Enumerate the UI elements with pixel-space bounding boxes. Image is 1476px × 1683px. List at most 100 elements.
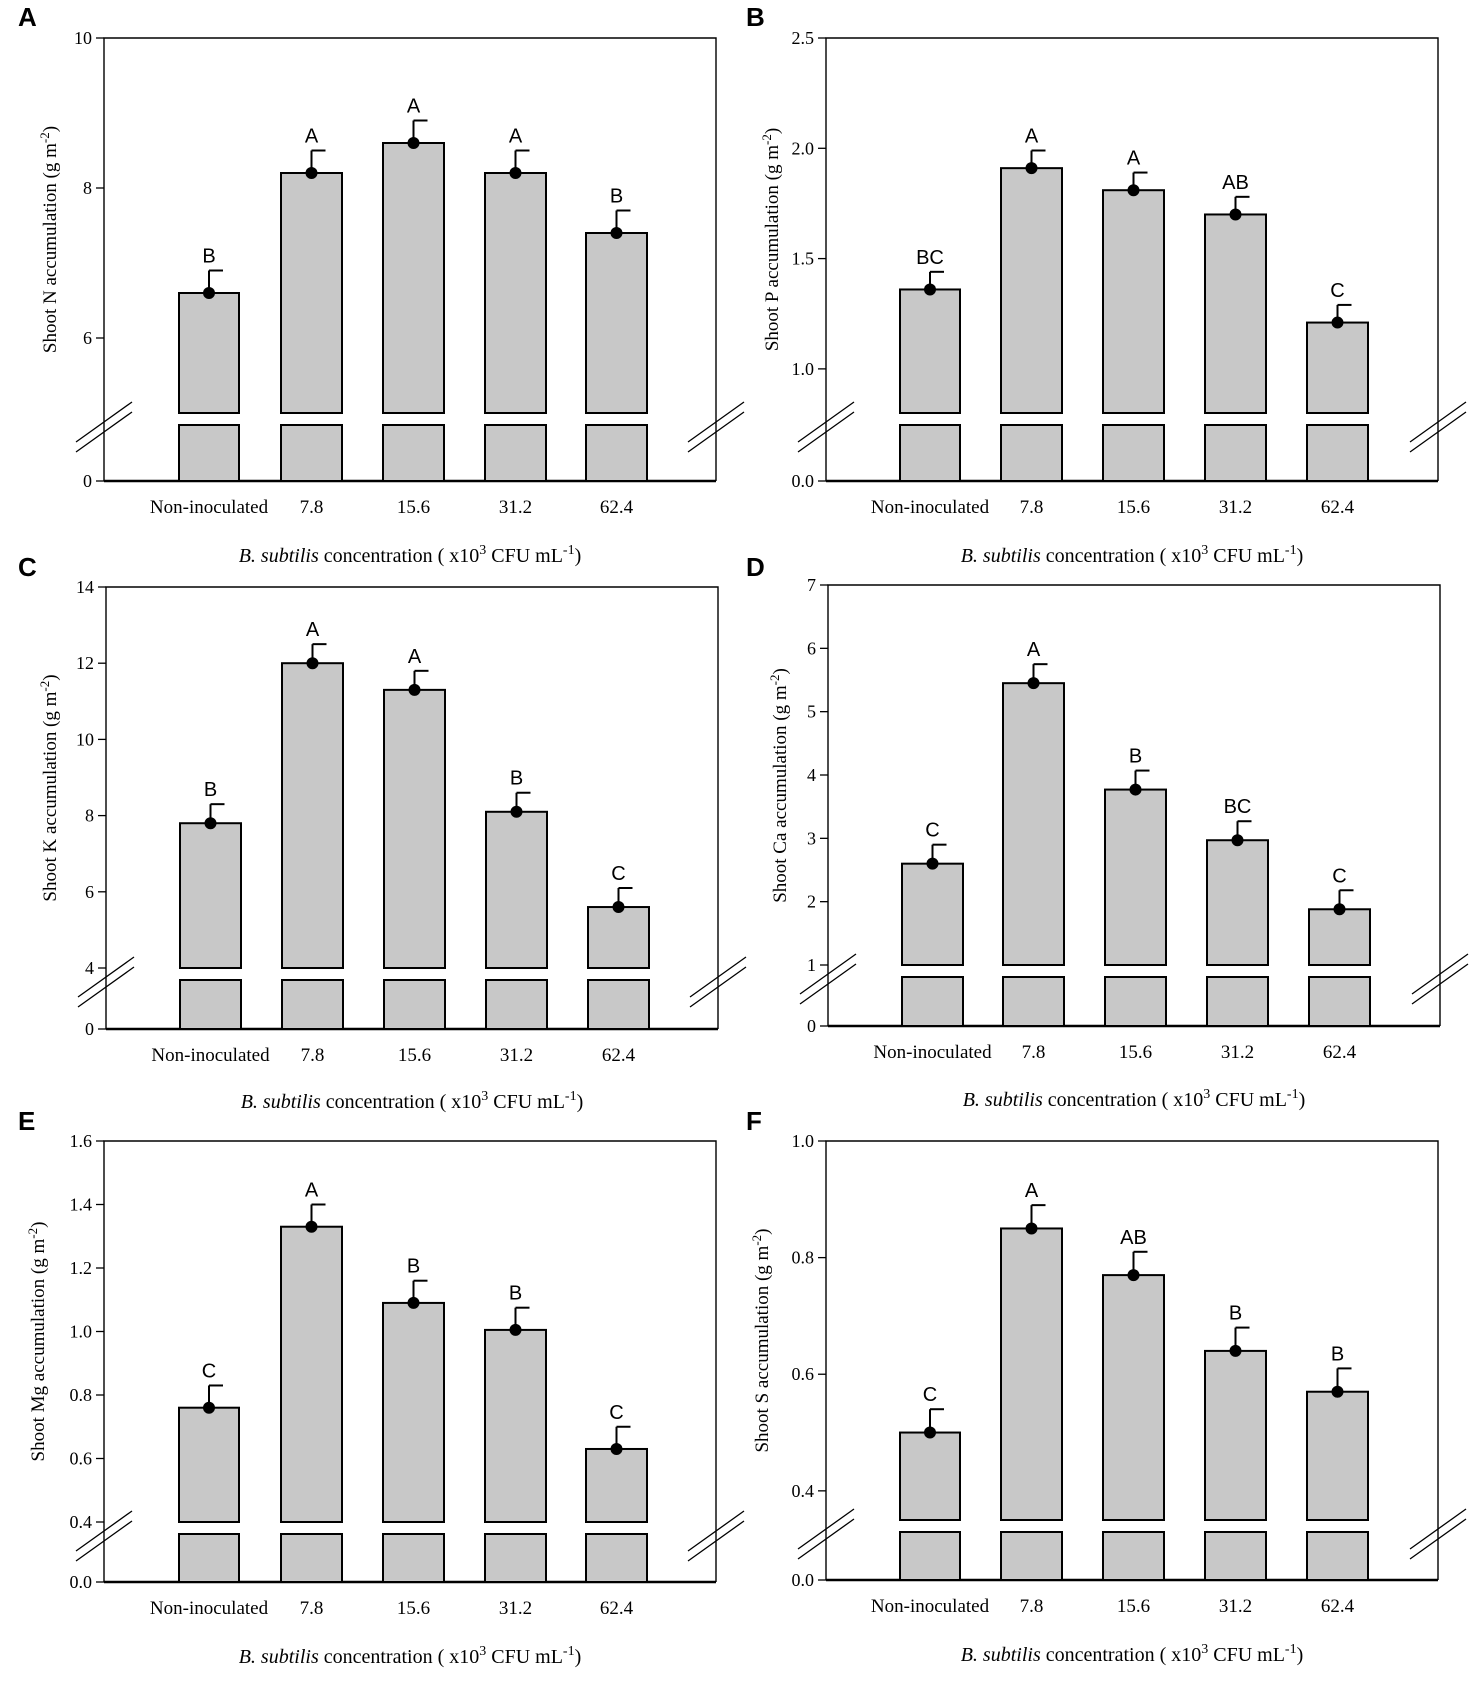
- bar-2: [1000, 1227, 1063, 1521]
- y-tick-label: 0.6: [70, 1449, 93, 1469]
- x-tick-label: Non-inoculated: [150, 1598, 269, 1619]
- plot-frame: [825, 37, 1439, 481]
- bar-5: [1308, 908, 1371, 966]
- bar-1-base: [178, 1533, 240, 1583]
- significance-letter: A: [305, 126, 319, 148]
- y-axis-label-unit: (g m: [40, 143, 61, 183]
- bar-3-base: [382, 424, 445, 482]
- bar-5-base: [587, 979, 650, 1030]
- y-tick-label: 2.5: [792, 28, 815, 48]
- y-axis-label-close: ): [40, 674, 61, 680]
- x-axis-label-close: ): [575, 1646, 582, 1668]
- y-tick-label: 1.5: [792, 249, 815, 269]
- y-tick-label-zero: 0.0: [792, 471, 815, 491]
- x-axis-label-close: ): [1299, 1089, 1306, 1111]
- y-axis-label-close: ): [770, 668, 791, 674]
- mean-marker: [407, 1296, 420, 1309]
- significance-letter: C: [925, 820, 939, 842]
- x-axis-label-species: B. subtilis: [239, 545, 319, 567]
- x-axis-label-close: ): [1297, 1644, 1304, 1666]
- x-axis-label-close: ): [577, 1091, 584, 1113]
- x-tick-label: Non-inoculated: [150, 497, 269, 518]
- bar-5: [1306, 321, 1369, 415]
- x-tick-label: 7.8: [300, 497, 324, 518]
- y-tick-label: 14: [76, 577, 94, 597]
- x-axis-label-unit-exp: -1: [563, 543, 575, 558]
- y-tick-label: 1.0: [792, 1131, 815, 1151]
- x-axis-label-species: B. subtilis: [963, 1089, 1043, 1111]
- x-axis-label-unit-exp: -1: [565, 1089, 577, 1104]
- mean-marker: [408, 683, 421, 696]
- significance-letter: B: [1129, 746, 1142, 768]
- x-axis-label-exp: 3: [1203, 1087, 1210, 1102]
- axis-break-mark: [797, 1508, 855, 1550]
- bar-1-base: [178, 424, 240, 482]
- x-tick-label: 31.2: [499, 1598, 532, 1619]
- bar-4: [485, 810, 548, 969]
- x-axis-label-species: B. subtilis: [241, 1091, 321, 1113]
- y-tick-label: 1: [807, 955, 816, 975]
- axis-break-mark: [1411, 953, 1469, 995]
- bar-3-base: [1102, 1531, 1165, 1581]
- significance-letter: A: [509, 126, 523, 148]
- mean-marker: [1331, 1385, 1344, 1398]
- bar-1: [899, 1431, 961, 1521]
- significance-letter: B: [509, 1283, 522, 1305]
- axis-break-mark: [799, 963, 857, 1005]
- y-tick-label: 5: [807, 702, 816, 722]
- bar-4-base: [484, 1533, 547, 1583]
- plot-frame: [825, 1140, 1439, 1580]
- x-tick-label: 62.4: [602, 1045, 636, 1066]
- bar-5-base: [1306, 1531, 1369, 1581]
- bar-5-base: [585, 1533, 648, 1583]
- mean-marker: [1025, 1222, 1038, 1235]
- bar-2-base: [1000, 1531, 1063, 1581]
- axis-break-mark: [797, 401, 855, 443]
- x-tick-label: Non-inoculated: [871, 497, 990, 518]
- bar-2: [280, 1225, 343, 1523]
- x-axis-label-exp: 3: [481, 1089, 488, 1104]
- y-tick-label: 6: [83, 328, 92, 348]
- bar-5: [1306, 1390, 1369, 1521]
- x-axis-label-unit-exp: -1: [1285, 1642, 1297, 1657]
- significance-letter: B: [204, 779, 217, 801]
- axis-break-mark: [689, 956, 747, 998]
- bar-2-base: [280, 1533, 343, 1583]
- bar-2: [1000, 167, 1063, 414]
- x-axis-label-text: concentration ( x10: [319, 545, 480, 567]
- y-axis-label-unit-exp: -2: [767, 675, 782, 686]
- bar-1-base: [179, 979, 242, 1030]
- y-axis-label-text: Shoot K accumulation: [40, 731, 61, 901]
- y-axis-label: Shoot Ca accumulation (g m-2): [767, 668, 791, 903]
- y-tick-label: 6: [807, 638, 816, 658]
- bar-4: [1206, 839, 1269, 967]
- x-tick-label: 62.4: [1323, 1042, 1357, 1063]
- significance-letter: C: [609, 1402, 623, 1424]
- significance-letter: A: [408, 646, 422, 668]
- x-axis-label-unit: CFU mL: [488, 1091, 565, 1113]
- panel-b: B 1.0 1.5 2.0 2.5 0.0 BC Non-inoculated A 7.8 A 15.…: [746, 2, 1467, 567]
- x-tick-label: 62.4: [600, 497, 634, 518]
- bar-5-base: [585, 424, 648, 482]
- bar-4: [484, 172, 547, 414]
- x-axis-label-text: concentration ( x10: [1043, 1089, 1204, 1111]
- x-axis-label-text: concentration ( x10: [1041, 545, 1202, 567]
- x-axis-label-unit: CFU mL: [1208, 1644, 1285, 1666]
- bar-3-base: [383, 979, 446, 1030]
- axis-break-mark: [687, 401, 745, 443]
- x-tick-label: 62.4: [1321, 1596, 1355, 1617]
- axis-break-mark: [1409, 1518, 1467, 1560]
- bar-2: [281, 662, 344, 969]
- axis-break-mark: [77, 956, 135, 998]
- x-tick-label: 7.8: [1020, 1596, 1044, 1617]
- y-axis-label-close: ): [762, 128, 783, 134]
- y-axis-label-unit: (g m: [762, 145, 783, 185]
- y-axis-label-text: Shoot Ca accumulation: [770, 725, 791, 903]
- y-axis-label-text: Shoot P accumulation: [762, 185, 783, 352]
- y-axis-label: Shoot K accumulation (g m-2): [37, 674, 61, 901]
- x-axis-label-species: B. subtilis: [961, 545, 1041, 567]
- y-tick-label: 0.6: [792, 1364, 815, 1384]
- x-axis-label: B. subtilis concentration ( x103 CFU mL-…: [239, 543, 582, 567]
- axis-break-mark: [687, 1520, 745, 1562]
- y-axis-label-unit: (g m: [40, 691, 61, 731]
